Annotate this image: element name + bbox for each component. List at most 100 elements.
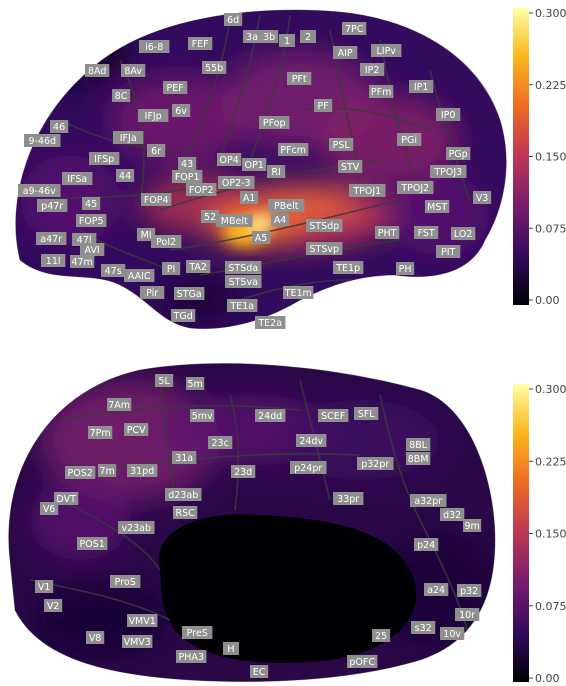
region-label-box [88, 426, 113, 439]
region-label-lo2: LO2 [451, 227, 476, 240]
region-label-text: FOP5 [79, 216, 104, 227]
region-label-24dd: 24dd [255, 409, 286, 422]
region-label-dvt: DVT [54, 492, 79, 505]
region-label-text: RI [271, 167, 280, 178]
region-label-box [333, 261, 364, 274]
region-label-text: 44 [119, 171, 131, 182]
region-label-text: IP1 [414, 82, 429, 93]
region-label-ifjp: IFJp [138, 109, 169, 122]
region-label-text: PFop [263, 118, 286, 129]
region-label-text: PFt [292, 74, 307, 85]
region-label-text: PIT [441, 247, 456, 258]
region-label-text: V3 [476, 193, 489, 204]
region-label-fop5: FOP5 [76, 214, 107, 227]
colorbar-tick-label: 0.300 [535, 7, 566, 20]
colorbar-tick-label: 0.225 [535, 455, 566, 468]
region-label-box [271, 213, 290, 226]
region-label-box [397, 133, 422, 146]
region-label-text: 8Av [124, 66, 142, 77]
region-label-i6-8: i6-8 [139, 40, 170, 53]
region-label-fop2: FOP2 [186, 183, 217, 196]
region-label-box [410, 494, 447, 507]
region-label-10r: 10r [455, 608, 480, 621]
region-label-box [240, 191, 259, 204]
region-label-text: IFSa [67, 174, 87, 185]
region-label-box [296, 434, 327, 447]
region-label-text: STSva [229, 277, 258, 288]
region-label-text: V6 [43, 504, 56, 515]
region-label-text: 7Am [108, 400, 130, 411]
region-label-box [306, 219, 343, 232]
region-label-text: 45 [85, 199, 97, 210]
region-label-box [223, 642, 239, 655]
region-label-box [255, 409, 286, 422]
region-label-box [174, 287, 205, 300]
region-label-box [342, 22, 367, 35]
region-label-box [218, 176, 255, 189]
region-label-pf: PF [314, 99, 333, 112]
region-label-stsda: STSda [225, 261, 262, 274]
region-label-a47r: a47r [36, 232, 67, 245]
region-label-text: V2 [47, 601, 60, 612]
region-label-box [457, 584, 482, 597]
region-label-box [163, 81, 188, 94]
region-label-box [406, 452, 431, 465]
region-label-ip1: IP1 [409, 80, 434, 93]
region-label-box [436, 108, 461, 121]
medial-wall [158, 514, 417, 663]
region-label-a1: A1 [240, 191, 259, 204]
region-label-text: H [227, 644, 234, 655]
region-label-v3: V3 [473, 191, 492, 204]
region-label-text: AAIC [128, 271, 151, 282]
region-label-text: AIP [338, 48, 353, 59]
region-label-pfm: PFm [369, 85, 394, 98]
region-label-box [70, 255, 95, 268]
region-label-text: PBelt [274, 201, 299, 212]
region-label-box [349, 184, 386, 197]
region-label-text: A4 [274, 215, 287, 226]
region-label-text: POS2 [68, 468, 93, 479]
region-label-text: 9m [464, 521, 479, 532]
region-label-box [455, 608, 480, 621]
region-label-8ad: 8Ad [85, 64, 110, 77]
region-label-v8: V8 [86, 631, 105, 644]
region-label-text: PreS [187, 628, 208, 639]
region-label-box [178, 157, 197, 170]
region-label-text: VMV3 [124, 637, 151, 648]
colorbar-gradient [513, 8, 529, 305]
region-label-text: IP2 [365, 65, 380, 76]
region-label-text: 52 [204, 212, 216, 223]
region-label-text: STSvp [309, 244, 339, 255]
region-label-pres: PreS [182, 626, 213, 639]
region-label-pos2: POS2 [65, 466, 96, 479]
region-label-text: p32pr [361, 459, 389, 470]
region-label-v2: V2 [44, 599, 63, 612]
region-label-text: IP0 [441, 110, 456, 121]
region-label-43: 43 [178, 157, 197, 170]
colorbar-tick-label: 0.00 [535, 672, 560, 685]
region-label-box [201, 210, 220, 223]
region-label-box [250, 665, 269, 678]
region-label-op1: OP1 [242, 158, 267, 171]
region-label-ta2: TA2 [186, 260, 211, 273]
region-label-6d: 6d [224, 13, 243, 26]
region-label-pcv: PCV [124, 423, 149, 436]
region-label-text: d32 [443, 510, 461, 521]
region-label-text: OP2-3 [222, 178, 251, 189]
region-label-text: 5mv [192, 411, 213, 422]
region-label-text: TPOJ3 [433, 167, 462, 178]
region-label-ph: PH [396, 262, 415, 275]
region-label-text: PGp [449, 149, 468, 160]
region-label-text: ProS [115, 577, 136, 588]
region-label-box [65, 466, 96, 479]
region-label-text: MBelt [221, 216, 248, 227]
region-label-text: 3b [263, 32, 275, 43]
region-label-box [227, 299, 258, 312]
region-label-box [118, 521, 155, 534]
region-label-text: V1 [38, 582, 51, 593]
region-label-text: EC [253, 667, 266, 678]
region-label-box [112, 89, 131, 102]
region-label-box [124, 423, 149, 436]
region-label-stsva: STSva [225, 275, 262, 288]
